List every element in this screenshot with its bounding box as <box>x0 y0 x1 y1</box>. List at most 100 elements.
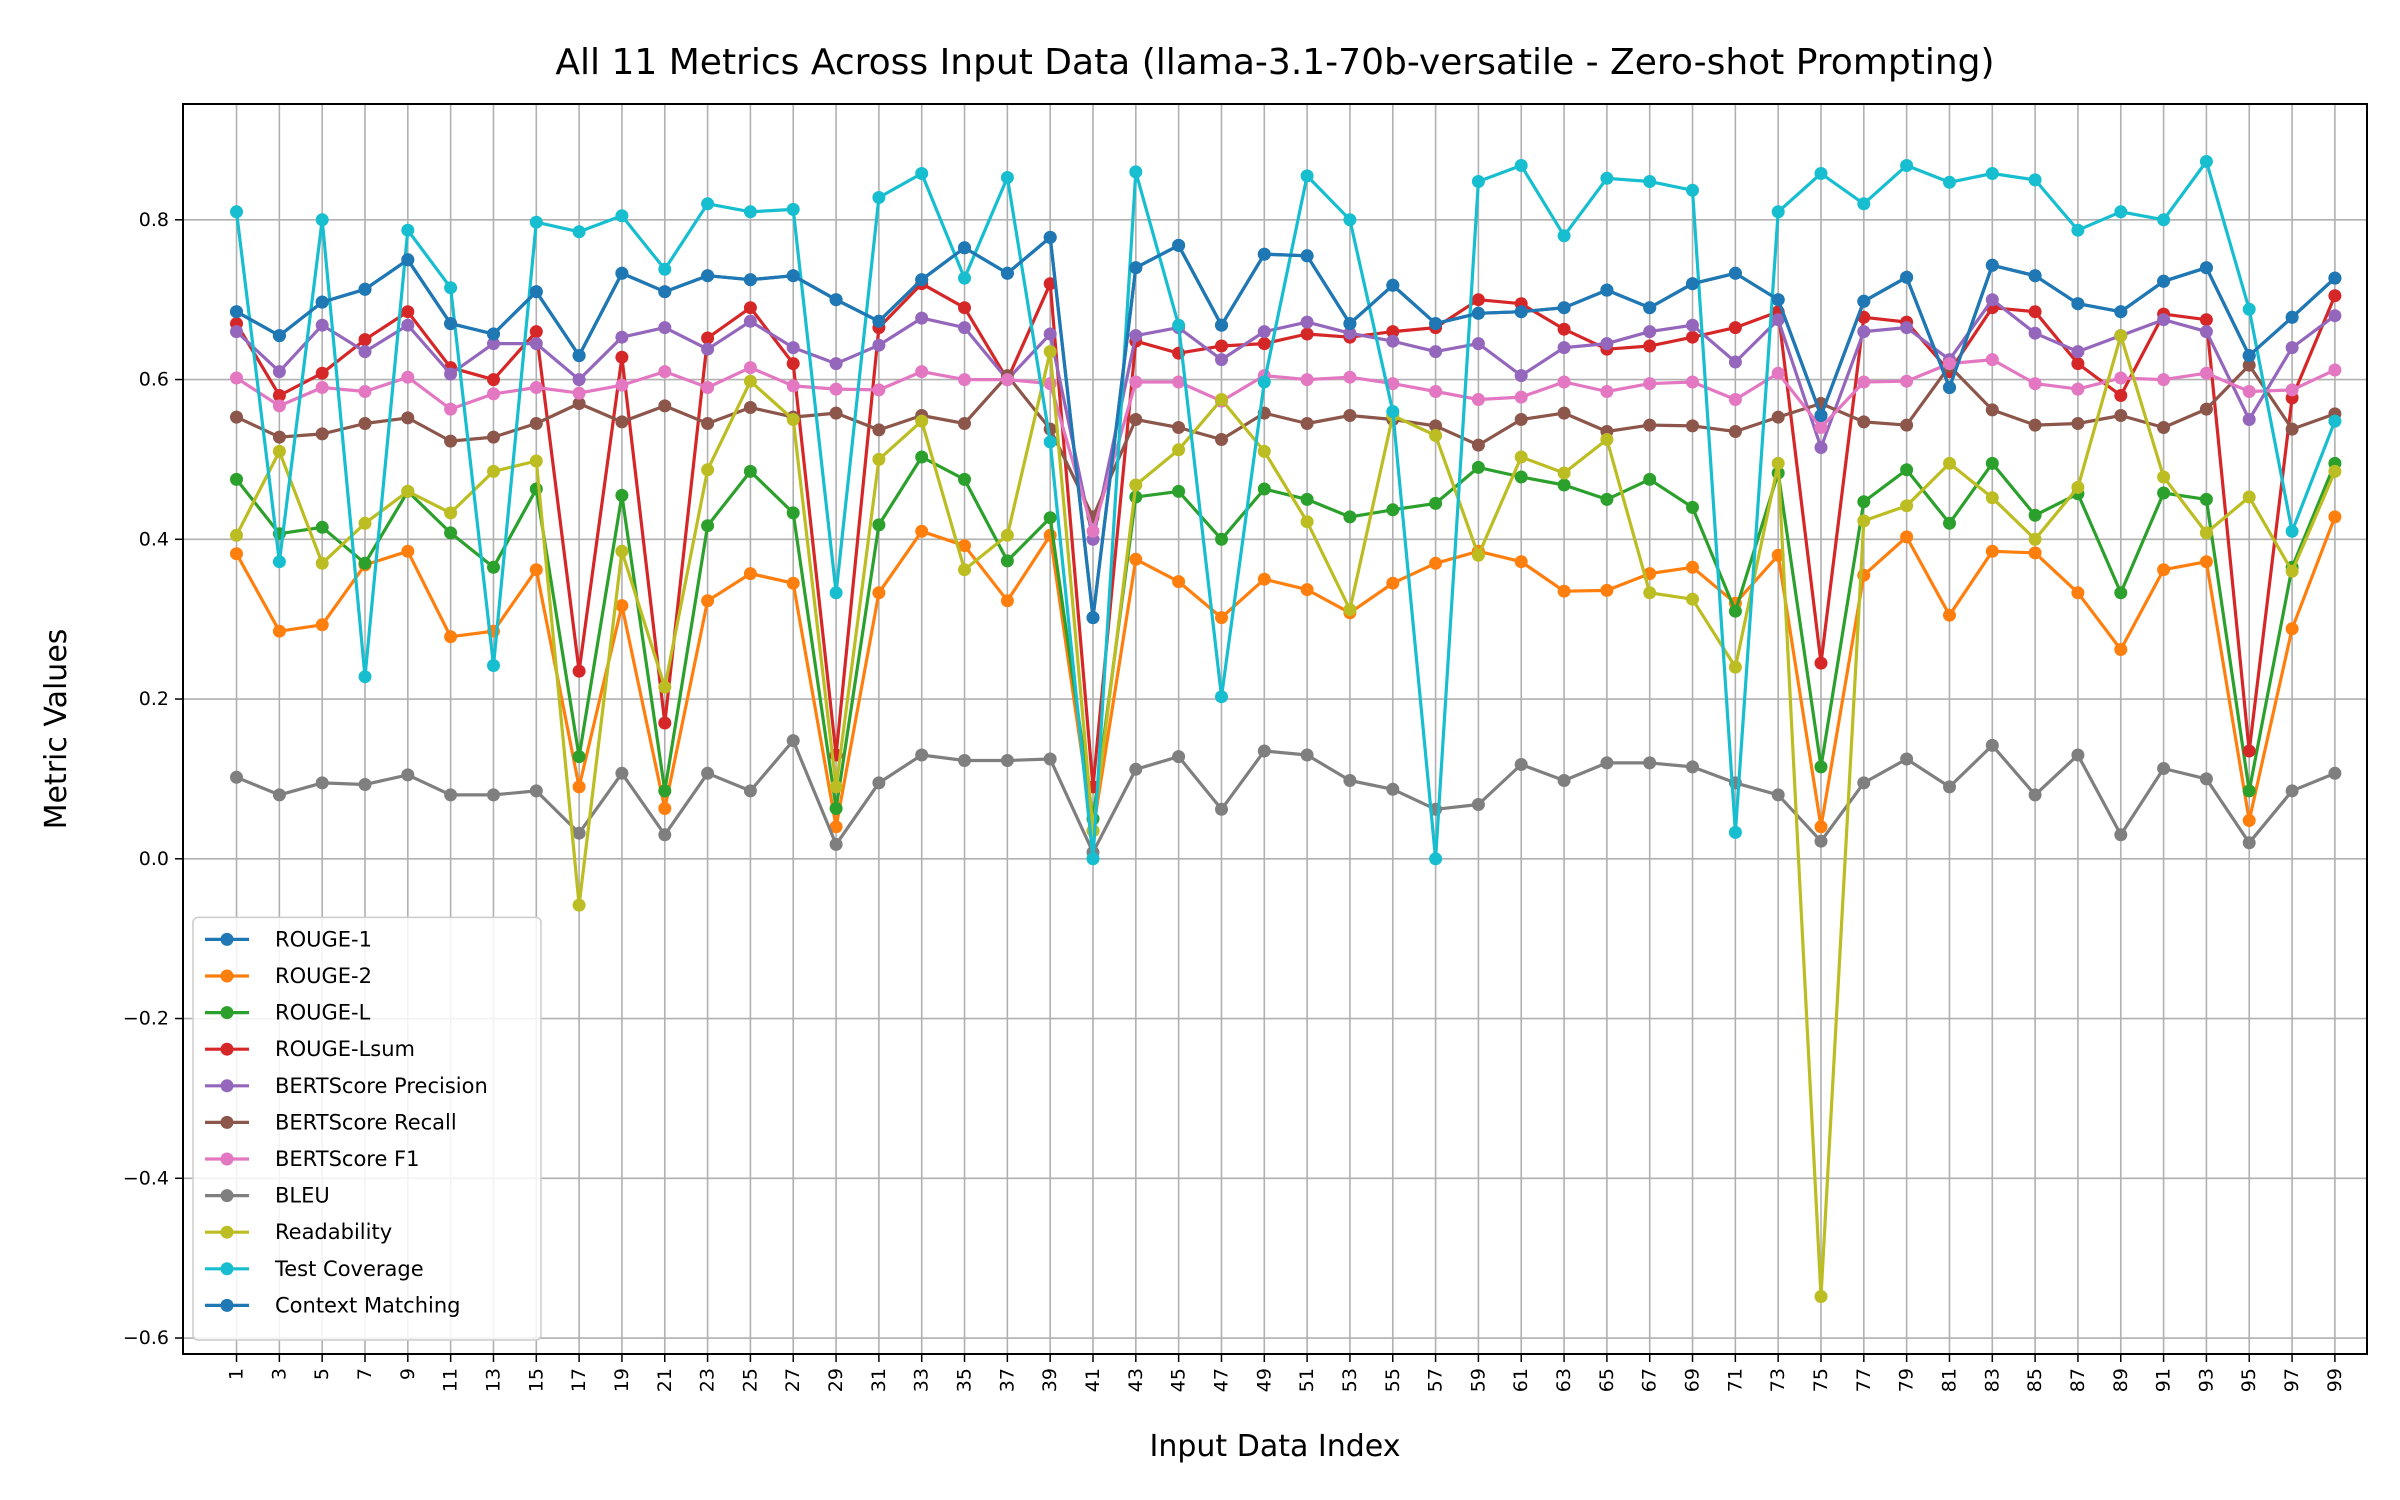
x-tick-label: 87 <box>2067 1368 2089 1392</box>
data-point-test-coverage <box>529 215 543 229</box>
data-point-rouge-l <box>615 488 629 502</box>
legend-item: BERTScore Recall <box>205 1110 457 1134</box>
legend-marker <box>220 1298 234 1312</box>
y-tick-label: −0.6 <box>123 1327 169 1349</box>
data-point-bertscore-f1 <box>315 381 329 394</box>
data-point-readability <box>529 454 543 468</box>
y-tick-label: −0.2 <box>123 1008 169 1030</box>
data-point-bertscore-precision <box>572 373 586 387</box>
x-tick-label: 51 <box>1296 1368 1318 1392</box>
data-point-rouge-l <box>2157 486 2171 500</box>
data-point-readability <box>2328 464 2342 478</box>
x-tick-label: 55 <box>1382 1368 1404 1392</box>
data-point-context-matching <box>315 295 329 309</box>
data-point-bertscore-precision <box>1300 315 1314 329</box>
data-point-bertscore-precision <box>2071 345 2085 359</box>
data-point-bertscore-f1 <box>1343 370 1357 384</box>
data-point-rouge-2 <box>2285 622 2299 636</box>
data-point-readability <box>401 484 415 498</box>
data-point-test-coverage <box>1172 318 1186 332</box>
data-point-context-matching <box>1471 306 1485 320</box>
data-point-bertscore-precision <box>1985 293 1999 307</box>
data-point-test-coverage <box>1215 690 1228 704</box>
data-point-bertscore-f1 <box>658 365 672 379</box>
data-point-bleu <box>1857 776 1871 790</box>
data-point-bertscore-precision <box>958 321 971 335</box>
data-point-context-matching <box>1557 301 1571 315</box>
x-tick-label: 65 <box>1596 1368 1618 1392</box>
data-point-bertscore-recall <box>658 399 672 413</box>
data-point-bertscore-f1 <box>1900 374 1914 388</box>
data-point-readability <box>1000 528 1014 542</box>
data-point-rouge-2 <box>2028 546 2042 560</box>
x-tick-label: 77 <box>1853 1368 1875 1392</box>
data-point-bertscore-precision <box>1771 313 1785 327</box>
y-tick-label: 0.8 <box>139 209 169 231</box>
x-tick-label: 29 <box>825 1368 847 1392</box>
x-tick-label: 11 <box>440 1368 462 1392</box>
x-tick-label: 81 <box>1938 1368 1960 1392</box>
data-point-readability <box>1514 450 1528 464</box>
data-point-bleu <box>1043 752 1057 766</box>
data-point-bleu <box>1943 780 1956 794</box>
data-point-bertscore-precision <box>1686 318 1699 332</box>
data-point-readability <box>1943 456 1956 470</box>
data-point-rouge-l <box>786 506 800 520</box>
data-point-bertscore-precision <box>1600 337 1614 351</box>
x-tick-label: 19 <box>611 1368 633 1392</box>
legend-item: Test Coverage <box>205 1257 424 1281</box>
data-point-bertscore-recall <box>2028 418 2042 432</box>
data-point-bertscore-f1 <box>1985 353 1999 367</box>
data-point-readability <box>1215 393 1228 406</box>
data-point-bertscore-recall <box>1129 413 1143 426</box>
data-point-readability <box>829 780 843 794</box>
data-point-context-matching <box>701 269 715 283</box>
data-point-readability <box>315 556 329 570</box>
data-point-bleu <box>1600 756 1614 770</box>
data-point-readability <box>1043 345 1057 359</box>
data-point-bertscore-f1 <box>2114 371 2128 385</box>
data-point-rouge-2 <box>743 567 757 581</box>
data-point-bleu <box>1985 738 1999 752</box>
legend-item: BERTScore F1 <box>205 1147 420 1171</box>
legend-box <box>192 916 542 1341</box>
data-point-rouge-l <box>1943 516 1956 530</box>
data-point-rouge-2 <box>1985 544 1999 558</box>
x-tick-label: 91 <box>2153 1368 2175 1392</box>
data-point-readability <box>358 516 372 530</box>
data-point-bertscore-precision <box>315 318 329 332</box>
data-point-rouge-lsum <box>2114 389 2128 402</box>
data-point-context-matching <box>2114 305 2128 319</box>
x-tick-label: 59 <box>1467 1368 1489 1392</box>
data-point-bertscore-recall <box>872 423 886 437</box>
data-point-bleu <box>444 788 458 802</box>
series-lines <box>230 155 2342 1303</box>
data-point-bleu <box>1557 774 1571 787</box>
data-point-test-coverage <box>2028 173 2042 187</box>
data-point-rouge-l <box>2028 508 2042 522</box>
data-point-test-coverage <box>743 205 757 219</box>
data-point-context-matching <box>358 282 372 296</box>
data-point-readability <box>230 528 243 542</box>
data-point-bertscore-precision <box>615 330 629 344</box>
data-point-test-coverage <box>1086 852 1100 866</box>
data-point-bleu <box>1514 758 1528 771</box>
data-point-bleu <box>1257 744 1271 758</box>
data-point-test-coverage <box>1557 229 1571 243</box>
data-point-test-coverage <box>1000 171 1014 184</box>
data-point-bleu <box>2157 762 2171 775</box>
chart-title: All 11 Metrics Across Input Data (llama-… <box>555 42 1994 83</box>
data-point-test-coverage <box>1728 825 1742 839</box>
data-point-bertscore-recall <box>2285 422 2299 436</box>
data-point-test-coverage <box>1985 167 1999 180</box>
data-point-rouge-2 <box>230 547 243 561</box>
data-point-rouge-lsum <box>1215 339 1228 353</box>
data-point-readability <box>1172 443 1186 457</box>
legend-item: Readability <box>205 1220 392 1244</box>
series-rouge-l <box>230 450 2342 826</box>
data-point-test-coverage <box>1257 375 1271 389</box>
data-point-rouge-2 <box>1172 575 1186 589</box>
data-point-bertscore-precision <box>1215 353 1228 367</box>
data-point-test-coverage <box>1343 213 1357 227</box>
data-point-test-coverage <box>1300 169 1314 183</box>
